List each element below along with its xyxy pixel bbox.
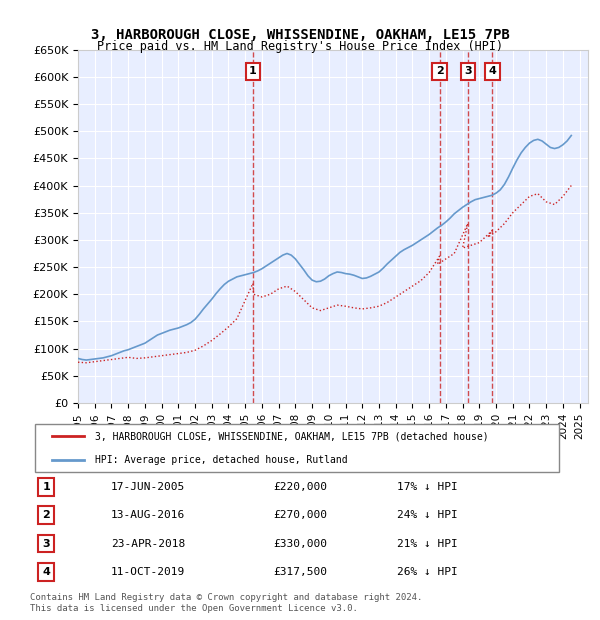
Text: 23-APR-2018: 23-APR-2018 bbox=[111, 539, 185, 549]
Text: £317,500: £317,500 bbox=[273, 567, 327, 577]
Text: 11-OCT-2019: 11-OCT-2019 bbox=[111, 567, 185, 577]
FancyBboxPatch shape bbox=[35, 424, 559, 472]
Text: £270,000: £270,000 bbox=[273, 510, 327, 520]
Text: Price paid vs. HM Land Registry's House Price Index (HPI): Price paid vs. HM Land Registry's House … bbox=[97, 40, 503, 53]
Text: Contains HM Land Registry data © Crown copyright and database right 2024.
This d: Contains HM Land Registry data © Crown c… bbox=[30, 593, 422, 613]
Text: 26% ↓ HPI: 26% ↓ HPI bbox=[397, 567, 458, 577]
Text: 17-JUN-2005: 17-JUN-2005 bbox=[111, 482, 185, 492]
Text: HPI: Average price, detached house, Rutland: HPI: Average price, detached house, Rutl… bbox=[95, 454, 347, 464]
Text: 21% ↓ HPI: 21% ↓ HPI bbox=[397, 539, 458, 549]
Text: 4: 4 bbox=[488, 66, 496, 76]
Text: £220,000: £220,000 bbox=[273, 482, 327, 492]
Text: 3, HARBOROUGH CLOSE, WHISSENDINE, OAKHAM, LE15 7PB: 3, HARBOROUGH CLOSE, WHISSENDINE, OAKHAM… bbox=[91, 28, 509, 42]
Text: 24% ↓ HPI: 24% ↓ HPI bbox=[397, 510, 458, 520]
Text: 3, HARBOROUGH CLOSE, WHISSENDINE, OAKHAM, LE15 7PB (detached house): 3, HARBOROUGH CLOSE, WHISSENDINE, OAKHAM… bbox=[95, 432, 488, 441]
Text: 3: 3 bbox=[43, 539, 50, 549]
Text: £330,000: £330,000 bbox=[273, 539, 327, 549]
Text: 17% ↓ HPI: 17% ↓ HPI bbox=[397, 482, 458, 492]
Text: 2: 2 bbox=[436, 66, 443, 76]
Text: 3: 3 bbox=[464, 66, 472, 76]
Text: 13-AUG-2016: 13-AUG-2016 bbox=[111, 510, 185, 520]
Text: 1: 1 bbox=[43, 482, 50, 492]
Text: 2: 2 bbox=[43, 510, 50, 520]
Text: 4: 4 bbox=[42, 567, 50, 577]
Text: 1: 1 bbox=[249, 66, 257, 76]
